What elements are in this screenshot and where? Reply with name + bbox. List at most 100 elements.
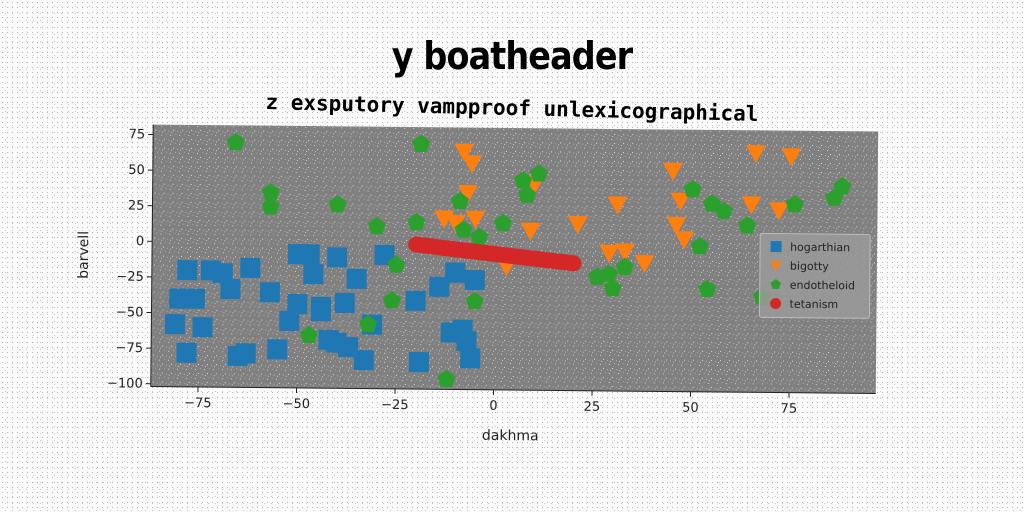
- data-point-bigotty: [674, 231, 695, 250]
- data-point-hogarthian: [318, 329, 339, 350]
- x-axis-line: [150, 386, 876, 395]
- data-point-endotheloid: [615, 257, 634, 275]
- data-point-hogarthian: [220, 278, 241, 300]
- data-point-bigotty: [663, 162, 684, 181]
- data-point-endotheloid: [493, 213, 513, 232]
- data-point-endotheloid: [367, 216, 386, 235]
- data-point-hogarthian: [338, 337, 359, 358]
- data-point-hogarthian: [408, 351, 430, 373]
- x-tick-label: 75: [781, 402, 798, 417]
- data-point-hogarthian: [303, 264, 324, 285]
- data-point-bigotty: [567, 215, 588, 235]
- data-point-hogarthian: [346, 268, 367, 289]
- data-point-bigotty: [457, 184, 478, 204]
- data-point-bigotty: [614, 243, 635, 262]
- data-point-hogarthian: [192, 317, 213, 338]
- data-point-bigotty: [670, 192, 691, 211]
- data-point-hogarthian: [169, 288, 190, 309]
- data-point-hogarthian: [327, 247, 348, 268]
- data-point-endotheloid: [529, 164, 549, 182]
- data-point-hogarthian: [310, 301, 332, 322]
- legend: hogarthian bigotty endotheloid tetanism: [758, 232, 871, 319]
- data-point-bigotty: [666, 216, 687, 235]
- data-point-endotheloid: [690, 237, 709, 255]
- data-point-endotheloid: [359, 315, 378, 333]
- scatter-plot: −75 −50 −25 0 25 50 75 75 50 25 0 −25 −50 −75 −100 da…: [76, 124, 879, 445]
- data-point-endotheloid: [450, 192, 469, 210]
- data-point-hogarthian: [287, 293, 308, 315]
- data-point-hogarthian: [353, 350, 374, 371]
- data-point-endotheloid: [412, 134, 431, 152]
- legend-marker-endotheloid: [770, 279, 781, 289]
- data-point-hogarthian: [267, 339, 288, 360]
- y-tick-label: −25: [116, 270, 144, 285]
- series-hogarthian: [164, 244, 485, 373]
- data-point-hogarthian: [212, 263, 233, 284]
- data-point-bigotty: [599, 244, 620, 263]
- data-point-bigotty: [745, 145, 766, 164]
- data-point-endotheloid: [785, 195, 804, 213]
- data-point-hogarthian: [176, 342, 197, 363]
- y-axis-label: barvell: [76, 231, 92, 279]
- x-tick-label: −50: [283, 397, 311, 412]
- data-point-bigotty: [454, 143, 475, 162]
- data-point-endotheloid: [465, 291, 484, 310]
- legend-marker-hogarthian: [770, 241, 782, 253]
- data-point-hogarthian: [279, 310, 300, 332]
- data-point-endotheloid: [261, 197, 280, 215]
- y-tick-label: −50: [116, 305, 144, 320]
- data-point-bigotty: [769, 202, 790, 221]
- data-point-endotheloid: [437, 369, 456, 388]
- data-point-hogarthian: [460, 348, 481, 369]
- legend-marker-tetanism: [770, 298, 782, 310]
- x-tick-label: 25: [584, 400, 601, 415]
- data-point-hogarthian: [240, 257, 261, 278]
- data-point-endotheloid: [226, 132, 245, 151]
- data-point-endotheloid: [683, 180, 702, 198]
- y-axis-ticks: 75 50 25 0 −25 −50 −75 −100: [107, 127, 154, 392]
- legend-entry-endotheloid: endotheloid: [790, 279, 855, 293]
- data-point-hogarthian: [177, 260, 198, 281]
- data-point-tetanism: [565, 255, 582, 272]
- data-point-hogarthian: [259, 282, 280, 303]
- legend-entry-tetanism: tetanism: [790, 298, 839, 311]
- data-point-hogarthian: [429, 276, 450, 297]
- data-point-endotheloid: [261, 183, 280, 201]
- data-point-hogarthian: [445, 262, 466, 283]
- x-tick-label: −75: [184, 396, 212, 411]
- data-point-hogarthian: [299, 244, 320, 265]
- data-point-endotheloid: [599, 264, 618, 282]
- x-tick-label: 50: [682, 401, 699, 416]
- legend-entry-bigotty: bigotty: [790, 260, 829, 273]
- data-point-hogarthian: [405, 290, 426, 311]
- data-point-bigotty: [462, 155, 483, 174]
- series-tetanism: [408, 236, 582, 272]
- x-axis-label: dakhma: [482, 428, 539, 445]
- data-point-hogarthian: [334, 292, 355, 314]
- legend-entry-hogarthian: hogarthian: [790, 241, 850, 255]
- y-tick-label: −100: [107, 376, 143, 391]
- x-tick-label: 0: [489, 399, 497, 414]
- data-point-endotheloid: [407, 212, 426, 231]
- data-point-bigotty: [445, 214, 466, 233]
- y-tick-label: 0: [136, 234, 144, 249]
- x-tick-label: −25: [381, 398, 409, 413]
- data-point-endotheloid: [387, 255, 406, 273]
- x-axis-ticks: −75 −50 −25 0 25 50 75: [184, 387, 797, 417]
- data-point-hogarthian: [227, 345, 248, 367]
- data-point-endotheloid: [603, 278, 622, 297]
- data-point-endotheloid: [514, 171, 533, 189]
- y-tick-label: −75: [116, 341, 144, 356]
- data-point-endotheloid: [454, 220, 473, 238]
- y-tick-label: 75: [129, 127, 146, 142]
- y-tick-label: 50: [128, 163, 145, 178]
- data-point-bigotty: [465, 210, 486, 229]
- legend-box: [758, 232, 871, 319]
- data-point-bigotty: [520, 222, 541, 241]
- chart-title: y boatheader: [391, 34, 633, 78]
- data-point-endotheloid: [299, 325, 318, 344]
- data-point-endotheloid: [328, 195, 347, 213]
- data-point-bigotty: [634, 255, 655, 274]
- data-point-endotheloid: [698, 279, 717, 298]
- data-point-hogarthian: [456, 331, 477, 352]
